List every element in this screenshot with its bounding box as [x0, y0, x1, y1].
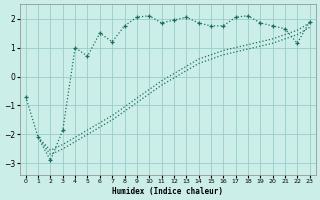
X-axis label: Humidex (Indice chaleur): Humidex (Indice chaleur)	[112, 187, 223, 196]
